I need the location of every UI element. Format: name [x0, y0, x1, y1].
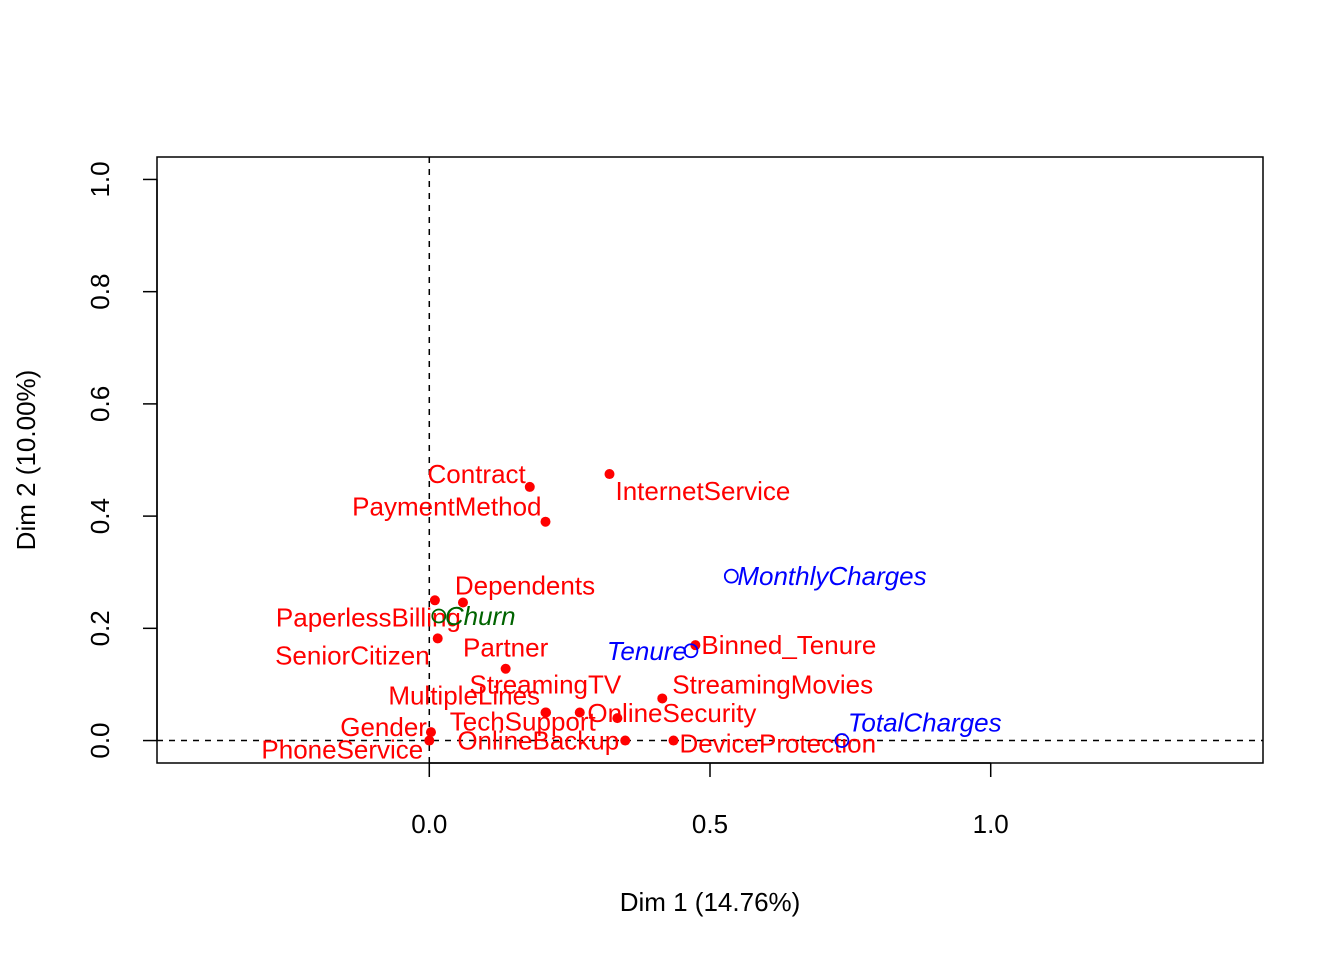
x-axis: 0.0 0.5 1.0	[411, 762, 1009, 839]
point-label: PaperlessBilling	[276, 602, 461, 632]
point-onlinebackup: OnlineBackup	[457, 726, 631, 756]
point-marker	[541, 707, 552, 718]
y-tick-label: 0.2	[85, 610, 115, 646]
point-label: TechSupport	[450, 707, 597, 737]
point-label: Dependents	[455, 571, 595, 601]
point-marker	[574, 707, 585, 718]
y-axis: 0.0 0.2 0.4 0.6 0.8 1.0	[85, 161, 158, 759]
y-tick-label: 0.6	[85, 386, 115, 422]
y-axis-title: Dim 2 (10.00%)	[11, 370, 41, 551]
point-marker	[668, 735, 679, 746]
point-marker	[723, 568, 739, 584]
point-binned-tenure: Binned_Tenure	[690, 630, 876, 660]
point-monthlycharges: MonthlyCharges	[723, 561, 927, 591]
point-streamingtv: StreamingTV	[470, 670, 622, 718]
point-label: MultipleLines	[388, 681, 540, 711]
point-label: SeniorCitizen	[275, 640, 430, 670]
point-totalcharges: TotalCharges	[834, 708, 1002, 748]
point-contract: Contract	[428, 459, 535, 492]
point-dependents: Dependents	[455, 571, 595, 608]
point-marker	[432, 633, 443, 644]
point-label: StreamingTV	[470, 670, 622, 700]
x-tick-label: 0.5	[692, 809, 728, 839]
point-label: MonthlyCharges	[737, 561, 926, 591]
y-tick-label: 0.8	[85, 274, 115, 310]
point-deviceprotection: DeviceProtection	[668, 729, 877, 759]
point-multiplelines: MultipleLines	[388, 681, 552, 718]
point-label: Contract	[428, 459, 527, 489]
point-gender: Gender	[340, 712, 436, 742]
y-tick-label: 0.4	[85, 498, 115, 534]
point-paymentmethod: PaymentMethod	[352, 492, 551, 527]
point-marker	[424, 735, 435, 746]
point-label: Partner	[463, 633, 549, 663]
point-marker	[657, 693, 668, 704]
point-seniorcitizen: SeniorCitizen	[275, 633, 443, 670]
point-marker	[429, 595, 440, 606]
point-onlinesecurity: OnlineSecurity	[587, 698, 756, 728]
x-tick-label: 0.0	[411, 809, 447, 839]
point-label: TotalCharges	[848, 708, 1002, 738]
point-tenure: Tenure	[607, 636, 699, 666]
point-label: InternetService	[616, 476, 791, 506]
point-label: StreamingMovies	[672, 669, 873, 699]
point-label: DeviceProtection	[680, 729, 877, 759]
point-marker	[540, 516, 551, 527]
point-label: Churn	[445, 601, 516, 631]
point-churn: Churn	[431, 601, 516, 631]
point-marker	[604, 469, 615, 480]
point-marker	[524, 481, 535, 492]
y-tick-label: 1.0	[85, 161, 115, 197]
point-paperlessbilling: PaperlessBilling	[276, 595, 461, 632]
point-marker	[425, 727, 436, 738]
x-tick-label: 1.0	[973, 809, 1009, 839]
point-internetservice: InternetService	[604, 469, 791, 506]
point-label: Tenure	[607, 636, 687, 666]
point-marker	[457, 597, 468, 608]
point-label: PhoneService	[261, 735, 423, 765]
point-label: Binned_Tenure	[701, 630, 876, 660]
point-marker	[500, 663, 511, 674]
y-tick-label: 0.0	[85, 722, 115, 758]
point-label: OnlineSecurity	[587, 698, 756, 728]
point-techsupport: TechSupport	[450, 707, 597, 737]
point-label: PaymentMethod	[352, 492, 541, 522]
point-phoneservice: PhoneService	[261, 735, 435, 765]
point-partner: Partner	[463, 633, 549, 674]
point-marker	[612, 713, 623, 724]
point-label: Gender	[340, 712, 427, 742]
point-marker	[620, 735, 631, 746]
point-marker	[683, 643, 699, 659]
point-streamingmovies: StreamingMovies	[657, 669, 873, 704]
point-label: OnlineBackup	[457, 726, 619, 756]
x-axis-title: Dim 1 (14.76%)	[620, 887, 801, 917]
point-marker	[431, 608, 447, 624]
point-marker	[834, 733, 850, 748]
data-points: Contract InternetService PaymentMethod Depe…	[261, 459, 1001, 765]
